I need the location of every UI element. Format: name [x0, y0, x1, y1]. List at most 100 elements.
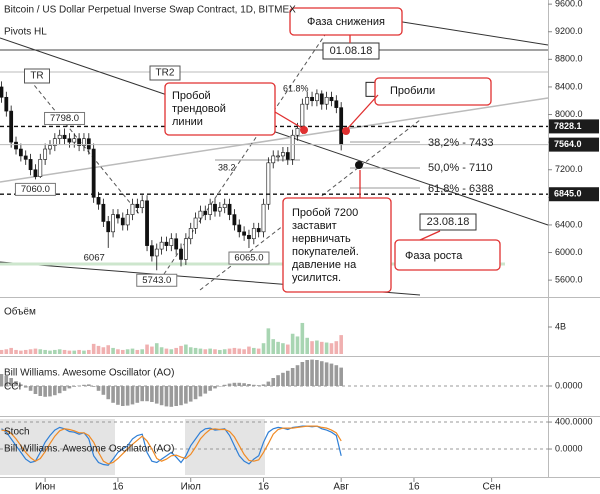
y-tick-label: 7200.0	[555, 164, 583, 174]
bar	[242, 383, 246, 386]
candle-body	[266, 162, 271, 205]
bar	[96, 345, 101, 354]
bar	[276, 375, 280, 386]
candle-body	[305, 96, 310, 105]
candle-body	[261, 203, 266, 233]
candle-body	[125, 214, 130, 226]
bar	[159, 386, 164, 406]
bar	[87, 384, 91, 386]
bar	[9, 347, 13, 354]
candle-body	[169, 238, 174, 246]
bar	[193, 347, 198, 354]
bar	[23, 349, 28, 354]
bar	[208, 386, 212, 391]
candle-body	[183, 238, 188, 260]
dots	[300, 126, 363, 169]
candle-body	[72, 138, 77, 143]
bar	[281, 343, 285, 354]
candle-body	[33, 169, 38, 177]
price-label: 6845.0	[554, 189, 582, 199]
y-tick-label: 8000.0	[555, 109, 583, 119]
bar	[77, 349, 81, 354]
bar	[319, 341, 324, 354]
bar	[91, 343, 96, 354]
bar	[276, 341, 280, 354]
pivot-label: 7798.0	[50, 113, 79, 124]
bar	[38, 386, 43, 396]
candle-body	[154, 248, 159, 257]
bar	[0, 349, 4, 354]
candle-body	[179, 248, 183, 260]
bar	[62, 386, 67, 391]
y-tick-label: 8800.0	[555, 54, 583, 64]
bar	[57, 386, 62, 394]
bar	[213, 349, 217, 354]
annotation-text: Пробой 7200	[292, 207, 358, 219]
bar	[120, 349, 125, 354]
bar	[232, 347, 237, 354]
bar	[57, 349, 62, 354]
bar	[218, 349, 222, 354]
bar	[266, 328, 271, 354]
annotation-text: заставит	[292, 220, 337, 232]
arrow	[274, 111, 303, 129]
candle-body	[101, 203, 106, 222]
pane-title: Bill Williams. Awesome Oscillator (AO)	[4, 368, 174, 379]
bar	[247, 346, 251, 354]
candle-body	[285, 152, 290, 160]
annotation-text: Фаза снижения	[307, 16, 385, 28]
bar	[4, 376, 9, 386]
candle-body	[271, 155, 276, 164]
chart-subtitle: Pivots HL	[4, 27, 47, 38]
candle-body	[96, 197, 101, 205]
pivot-label: 7060.0	[21, 184, 50, 195]
y-tick-label: 0.0000	[555, 443, 583, 453]
candle-body	[82, 138, 86, 146]
candle-body	[295, 128, 300, 136]
bar	[4, 349, 9, 354]
pivot-label-box	[44, 111, 86, 125]
candle-body	[140, 200, 145, 208]
candle-body	[164, 241, 169, 246]
range-label: TR2	[156, 68, 175, 79]
bar	[218, 386, 222, 387]
candle-body	[18, 148, 23, 157]
bar	[319, 361, 324, 386]
annotation-box	[374, 77, 492, 106]
candle-body	[300, 103, 305, 129]
annotation-text: нервничать	[292, 233, 351, 245]
channel-line	[199, 119, 421, 291]
bar	[266, 381, 271, 386]
bar	[150, 346, 154, 354]
bar	[256, 348, 261, 354]
bar	[150, 386, 154, 402]
arrow	[419, 230, 441, 241]
x-tick-label: 16	[408, 482, 420, 493]
candle-body	[310, 96, 314, 102]
bar	[213, 386, 217, 389]
candle-body	[28, 159, 33, 171]
bar	[116, 349, 120, 354]
bar	[67, 350, 72, 354]
bar	[28, 386, 33, 391]
range-label-box	[24, 68, 50, 84]
bar	[247, 384, 251, 386]
bar	[324, 342, 329, 354]
bar	[261, 343, 266, 354]
red-dot	[342, 127, 350, 135]
bar	[111, 347, 115, 354]
candle-body	[57, 134, 62, 139]
bar	[19, 350, 23, 354]
bar	[334, 341, 339, 354]
channel-line	[29, 79, 141, 216]
candle-body	[256, 228, 261, 233]
bar	[28, 349, 33, 354]
bar	[130, 348, 135, 354]
price-label-box	[549, 187, 599, 202]
price-label-box	[549, 137, 599, 152]
pane-title: Объём	[4, 306, 36, 318]
x-tick-label: 16	[258, 482, 270, 493]
annotation-text: давление на	[292, 259, 357, 271]
bar	[271, 378, 276, 386]
bar	[101, 347, 106, 354]
